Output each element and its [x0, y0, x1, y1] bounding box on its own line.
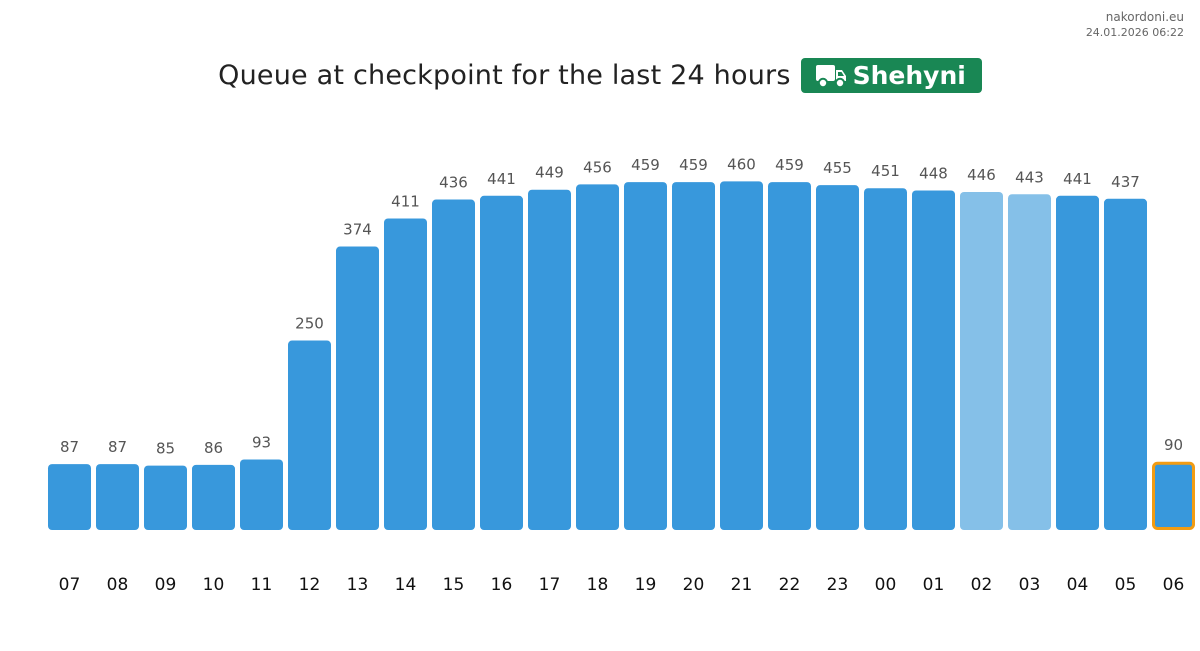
bar-04: [1056, 195, 1099, 530]
bar-value-label: 411: [391, 193, 420, 211]
x-tick-label: 02: [971, 575, 993, 595]
bar-06: [1152, 461, 1195, 530]
x-tick-label: 12: [299, 575, 321, 595]
x-tick-label: 16: [491, 575, 513, 595]
bar-19: [624, 182, 667, 530]
x-tick-label: 20: [683, 575, 705, 595]
bar-value-label: 443: [1015, 168, 1044, 186]
checkpoint-name: Shehyni: [852, 61, 966, 90]
bar-17: [528, 189, 571, 530]
bar-value-label: 448: [919, 164, 948, 182]
bar-13: [336, 246, 379, 530]
bar-value-label: 441: [1063, 170, 1092, 188]
truck-icon: [815, 63, 847, 89]
bar-value-label: 90: [1164, 436, 1183, 454]
bar-05: [1104, 198, 1147, 531]
bar-value-label: 86: [204, 439, 223, 457]
x-tick-label: 17: [539, 575, 561, 595]
x-tick-label: 10: [203, 575, 225, 595]
bar-value-label: 446: [967, 166, 996, 184]
x-tick-label: 07: [59, 575, 81, 595]
bar-20: [672, 182, 715, 530]
x-tick-label: 14: [395, 575, 417, 595]
x-tick-label: 04: [1067, 575, 1089, 595]
bar-value-label: 250: [295, 315, 324, 333]
bar-01: [912, 190, 955, 530]
bar-03: [1008, 194, 1051, 530]
bar-value-label: 459: [775, 156, 804, 174]
bar-08: [96, 464, 139, 530]
x-tick-label: 03: [1019, 575, 1041, 595]
bar-16: [480, 195, 523, 530]
bar-value-label: 374: [343, 221, 372, 239]
x-tick-label: 01: [923, 575, 945, 595]
x-tick-label: 06: [1163, 575, 1185, 595]
bar-00: [864, 188, 907, 531]
bar-23: [816, 185, 859, 530]
chart-title: Queue at checkpoint for the last 24 hour…: [218, 60, 791, 91]
x-tick-label: 18: [587, 575, 609, 595]
bar-value-label: 93: [252, 434, 271, 452]
bar-15: [432, 199, 475, 530]
bar-14: [384, 218, 427, 531]
site-meta: nakordoni.eu 24.01.2026 06:22: [1086, 9, 1184, 41]
bar-07: [48, 464, 91, 530]
x-tick-label: 13: [347, 575, 369, 595]
site-domain: nakordoni.eu: [1105, 10, 1184, 24]
x-tick-label: 05: [1115, 575, 1137, 595]
x-tick-label: 00: [875, 575, 897, 595]
x-tick-label: 19: [635, 575, 657, 595]
bar-09: [144, 465, 187, 530]
bar-value-label: 455: [823, 159, 852, 177]
x-tick-label: 09: [155, 575, 177, 595]
bar-value-label: 87: [60, 438, 79, 456]
x-tick-label: 22: [779, 575, 801, 595]
bar-value-label: 85: [156, 440, 175, 458]
bar-value-label: 87: [108, 438, 127, 456]
x-tick-label: 23: [827, 575, 849, 595]
bar-22: [768, 182, 811, 530]
bar-value-label: 436: [439, 174, 468, 192]
bar-value-label: 460: [727, 155, 756, 173]
timestamp: 24.01.2026 06:22: [1085, 26, 1184, 39]
bar-value-label: 451: [871, 162, 900, 180]
bar-02: [960, 191, 1003, 530]
bar-12: [288, 340, 331, 530]
bar-value-label: 441: [487, 170, 516, 188]
bar-value-label: 437: [1111, 173, 1140, 191]
bar-value-label: 456: [583, 158, 612, 176]
bar-value-label: 459: [631, 156, 660, 174]
x-tick-label: 08: [107, 575, 129, 595]
bar-11: [240, 459, 283, 530]
chart-header: Queue at checkpoint for the last 24 hour…: [0, 58, 1200, 93]
bar-18: [576, 184, 619, 530]
bar-value-label: 459: [679, 156, 708, 174]
x-tick-label: 11: [251, 575, 273, 595]
bar-value-label: 449: [535, 164, 564, 182]
bar-21: [720, 181, 763, 531]
bar-10: [192, 464, 235, 530]
checkpoint-badge: Shehyni: [800, 58, 982, 93]
x-tick-label: 21: [731, 575, 753, 595]
x-tick-label: 15: [443, 575, 465, 595]
